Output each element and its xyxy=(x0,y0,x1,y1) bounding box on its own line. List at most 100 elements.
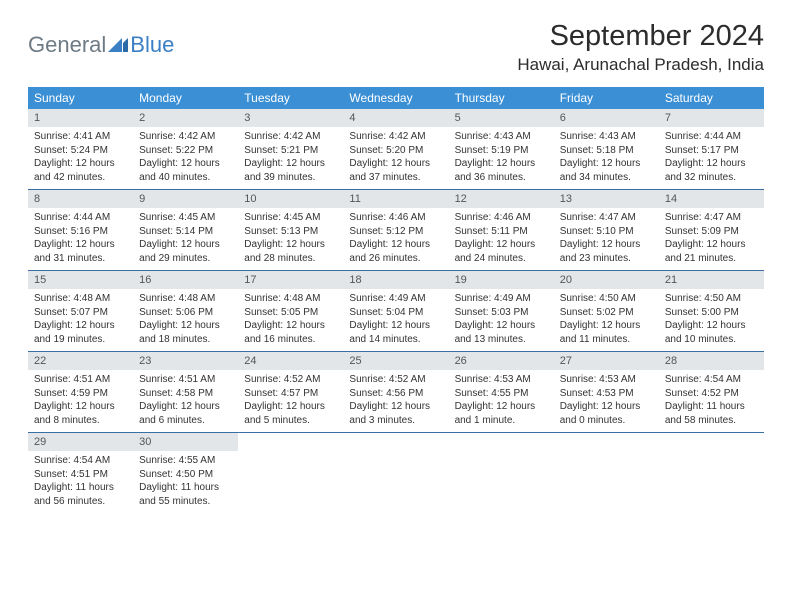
sunset-text: Sunset: 5:19 PM xyxy=(455,144,548,158)
daylight-text: Daylight: 12 hours and 21 minutes. xyxy=(665,238,758,265)
daylight-text: Daylight: 12 hours and 32 minutes. xyxy=(665,157,758,184)
day-number: 14 xyxy=(659,190,764,208)
day-details: Sunrise: 4:48 AMSunset: 5:07 PMDaylight:… xyxy=(28,289,133,351)
day-cell: 25Sunrise: 4:52 AMSunset: 4:56 PMDayligh… xyxy=(343,352,448,432)
daylight-text: Daylight: 12 hours and 5 minutes. xyxy=(244,400,337,427)
day-details: Sunrise: 4:55 AMSunset: 4:50 PMDaylight:… xyxy=(133,451,238,513)
day-details: Sunrise: 4:45 AMSunset: 5:14 PMDaylight:… xyxy=(133,208,238,270)
day-cell: 21Sunrise: 4:50 AMSunset: 5:00 PMDayligh… xyxy=(659,271,764,351)
day-details: Sunrise: 4:51 AMSunset: 4:58 PMDaylight:… xyxy=(133,370,238,432)
daylight-text: Daylight: 12 hours and 40 minutes. xyxy=(139,157,232,184)
day-number: 10 xyxy=(238,190,343,208)
daylight-text: Daylight: 12 hours and 3 minutes. xyxy=(349,400,442,427)
day-details: Sunrise: 4:53 AMSunset: 4:55 PMDaylight:… xyxy=(449,370,554,432)
title-block: September 2024 Hawai, Arunachal Pradesh,… xyxy=(517,20,764,75)
daylight-text: Daylight: 12 hours and 14 minutes. xyxy=(349,319,442,346)
day-number: 3 xyxy=(238,109,343,127)
day-cell: 23Sunrise: 4:51 AMSunset: 4:58 PMDayligh… xyxy=(133,352,238,432)
day-details: Sunrise: 4:49 AMSunset: 5:04 PMDaylight:… xyxy=(343,289,448,351)
sunset-text: Sunset: 5:22 PM xyxy=(139,144,232,158)
day-number: 11 xyxy=(343,190,448,208)
daylight-text: Daylight: 12 hours and 13 minutes. xyxy=(455,319,548,346)
logo-triangle-icon xyxy=(108,38,128,52)
day-cell: 27Sunrise: 4:53 AMSunset: 4:53 PMDayligh… xyxy=(554,352,659,432)
day-cell: 4Sunrise: 4:42 AMSunset: 5:20 PMDaylight… xyxy=(343,109,448,189)
sunset-text: Sunset: 5:07 PM xyxy=(34,306,127,320)
daylight-text: Daylight: 12 hours and 37 minutes. xyxy=(349,157,442,184)
day-details: Sunrise: 4:47 AMSunset: 5:10 PMDaylight:… xyxy=(554,208,659,270)
day-cell: 1Sunrise: 4:41 AMSunset: 5:24 PMDaylight… xyxy=(28,109,133,189)
day-details: Sunrise: 4:42 AMSunset: 5:21 PMDaylight:… xyxy=(238,127,343,189)
day-details: Sunrise: 4:50 AMSunset: 5:00 PMDaylight:… xyxy=(659,289,764,351)
day-details: Sunrise: 4:48 AMSunset: 5:05 PMDaylight:… xyxy=(238,289,343,351)
sunrise-text: Sunrise: 4:49 AM xyxy=(455,292,548,306)
sunset-text: Sunset: 5:24 PM xyxy=(34,144,127,158)
day-details: Sunrise: 4:46 AMSunset: 5:11 PMDaylight:… xyxy=(449,208,554,270)
day-number: 27 xyxy=(554,352,659,370)
day-cell: 29Sunrise: 4:54 AMSunset: 4:51 PMDayligh… xyxy=(28,433,133,513)
calendar: Sunday Monday Tuesday Wednesday Thursday… xyxy=(28,87,764,513)
sunset-text: Sunset: 4:53 PM xyxy=(560,387,653,401)
sunset-text: Sunset: 5:12 PM xyxy=(349,225,442,239)
sunrise-text: Sunrise: 4:42 AM xyxy=(139,130,232,144)
week-row: 22Sunrise: 4:51 AMSunset: 4:59 PMDayligh… xyxy=(28,352,764,433)
sunrise-text: Sunrise: 4:46 AM xyxy=(455,211,548,225)
day-number: 12 xyxy=(449,190,554,208)
weeks-container: 1Sunrise: 4:41 AMSunset: 5:24 PMDaylight… xyxy=(28,109,764,513)
day-details: Sunrise: 4:51 AMSunset: 4:59 PMDaylight:… xyxy=(28,370,133,432)
daylight-text: Daylight: 12 hours and 10 minutes. xyxy=(665,319,758,346)
weekday-header-row: Sunday Monday Tuesday Wednesday Thursday… xyxy=(28,87,764,109)
sunset-text: Sunset: 5:00 PM xyxy=(665,306,758,320)
daylight-text: Daylight: 11 hours and 56 minutes. xyxy=(34,481,127,508)
sunrise-text: Sunrise: 4:54 AM xyxy=(665,373,758,387)
weekday-header: Thursday xyxy=(449,87,554,109)
day-details: Sunrise: 4:53 AMSunset: 4:53 PMDaylight:… xyxy=(554,370,659,432)
sunset-text: Sunset: 5:06 PM xyxy=(139,306,232,320)
weekday-header: Saturday xyxy=(659,87,764,109)
day-details: Sunrise: 4:42 AMSunset: 5:20 PMDaylight:… xyxy=(343,127,448,189)
daylight-text: Daylight: 12 hours and 18 minutes. xyxy=(139,319,232,346)
day-details: Sunrise: 4:44 AMSunset: 5:16 PMDaylight:… xyxy=(28,208,133,270)
daylight-text: Daylight: 12 hours and 24 minutes. xyxy=(455,238,548,265)
day-cell: 14Sunrise: 4:47 AMSunset: 5:09 PMDayligh… xyxy=(659,190,764,270)
day-number: 19 xyxy=(449,271,554,289)
day-number: 15 xyxy=(28,271,133,289)
day-cell: 18Sunrise: 4:49 AMSunset: 5:04 PMDayligh… xyxy=(343,271,448,351)
weekday-header: Tuesday xyxy=(238,87,343,109)
weekday-header: Monday xyxy=(133,87,238,109)
sunrise-text: Sunrise: 4:45 AM xyxy=(139,211,232,225)
daylight-text: Daylight: 12 hours and 6 minutes. xyxy=(139,400,232,427)
sunrise-text: Sunrise: 4:44 AM xyxy=(665,130,758,144)
sunset-text: Sunset: 5:05 PM xyxy=(244,306,337,320)
day-details: Sunrise: 4:50 AMSunset: 5:02 PMDaylight:… xyxy=(554,289,659,351)
sunset-text: Sunset: 4:59 PM xyxy=(34,387,127,401)
day-cell: 6Sunrise: 4:43 AMSunset: 5:18 PMDaylight… xyxy=(554,109,659,189)
daylight-text: Daylight: 12 hours and 16 minutes. xyxy=(244,319,337,346)
daylight-text: Daylight: 12 hours and 1 minute. xyxy=(455,400,548,427)
sunrise-text: Sunrise: 4:51 AM xyxy=(34,373,127,387)
day-number: 8 xyxy=(28,190,133,208)
sunrise-text: Sunrise: 4:42 AM xyxy=(244,130,337,144)
week-row: 15Sunrise: 4:48 AMSunset: 5:07 PMDayligh… xyxy=(28,271,764,352)
day-number: 17 xyxy=(238,271,343,289)
sunset-text: Sunset: 5:17 PM xyxy=(665,144,758,158)
sunrise-text: Sunrise: 4:51 AM xyxy=(139,373,232,387)
day-cell: 11Sunrise: 4:46 AMSunset: 5:12 PMDayligh… xyxy=(343,190,448,270)
daylight-text: Daylight: 12 hours and 31 minutes. xyxy=(34,238,127,265)
day-cell: 10Sunrise: 4:45 AMSunset: 5:13 PMDayligh… xyxy=(238,190,343,270)
day-details: Sunrise: 4:54 AMSunset: 4:51 PMDaylight:… xyxy=(28,451,133,513)
sunset-text: Sunset: 4:57 PM xyxy=(244,387,337,401)
day-cell: 15Sunrise: 4:48 AMSunset: 5:07 PMDayligh… xyxy=(28,271,133,351)
day-cell: 26Sunrise: 4:53 AMSunset: 4:55 PMDayligh… xyxy=(449,352,554,432)
day-number: 21 xyxy=(659,271,764,289)
day-cell: 22Sunrise: 4:51 AMSunset: 4:59 PMDayligh… xyxy=(28,352,133,432)
day-number: 6 xyxy=(554,109,659,127)
sunset-text: Sunset: 5:09 PM xyxy=(665,225,758,239)
sunrise-text: Sunrise: 4:55 AM xyxy=(139,454,232,468)
daylight-text: Daylight: 12 hours and 11 minutes. xyxy=(560,319,653,346)
weekday-header: Wednesday xyxy=(343,87,448,109)
day-cell: 20Sunrise: 4:50 AMSunset: 5:02 PMDayligh… xyxy=(554,271,659,351)
sunrise-text: Sunrise: 4:41 AM xyxy=(34,130,127,144)
sunset-text: Sunset: 5:20 PM xyxy=(349,144,442,158)
day-cell xyxy=(343,433,448,513)
